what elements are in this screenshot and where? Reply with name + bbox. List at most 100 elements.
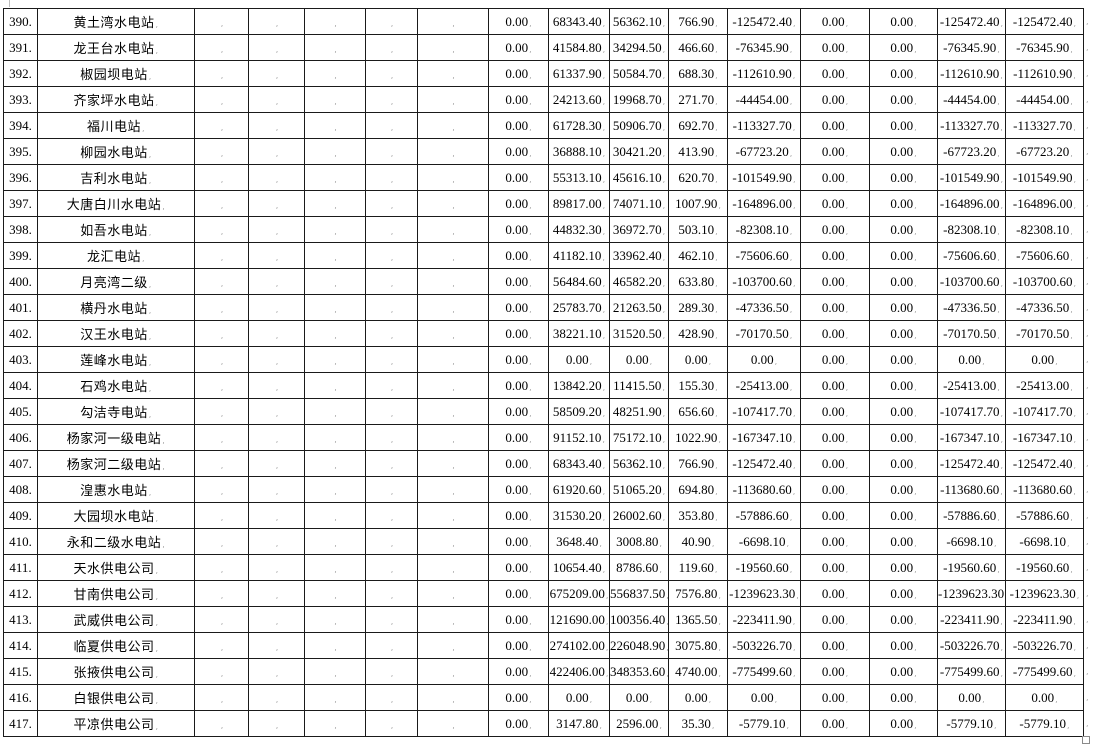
value-cell[interactable]: 3648.40, — [548, 528, 610, 555]
empty-cell[interactable]: , — [194, 138, 249, 165]
empty-cell[interactable]: , — [365, 424, 418, 451]
empty-cell[interactable]: , — [194, 216, 249, 243]
value-cell[interactable]: -107417.70, — [937, 398, 1006, 425]
value-cell[interactable]: 692.70, — [668, 112, 728, 139]
value-cell[interactable]: 68343.40, — [548, 450, 610, 477]
value-cell[interactable]: -44454.00, — [1005, 86, 1084, 113]
empty-cell[interactable]: , — [417, 684, 489, 711]
empty-cell[interactable]: , — [417, 216, 489, 243]
station-name-cell[interactable]: 大唐白川水电站, — [37, 190, 195, 217]
value-cell[interactable]: -70170.50, — [1005, 320, 1084, 347]
value-cell[interactable]: 428.90, — [668, 320, 728, 347]
value-cell[interactable]: 0.00, — [488, 34, 549, 61]
value-cell[interactable]: 0.00, — [488, 372, 549, 399]
row-number-cell[interactable]: 405. — [3, 398, 38, 425]
value-cell[interactable]: 0.00, — [800, 242, 870, 269]
value-cell[interactable]: 0.00, — [800, 112, 870, 139]
empty-cell[interactable]: , — [248, 216, 305, 243]
empty-cell[interactable]: , — [248, 398, 305, 425]
value-cell[interactable]: 0.00, — [869, 580, 938, 607]
empty-cell[interactable]: , — [365, 372, 418, 399]
empty-cell[interactable]: , — [365, 580, 418, 607]
empty-cell[interactable]: , — [194, 528, 249, 555]
value-cell[interactable]: -103700.60, — [727, 268, 801, 295]
value-cell[interactable]: 31520.50, — [609, 320, 669, 347]
empty-cell[interactable]: , — [365, 294, 418, 321]
value-cell[interactable]: 0.00, — [800, 502, 870, 529]
empty-cell[interactable]: , — [248, 632, 305, 659]
value-cell[interactable]: 10654.40, — [548, 554, 610, 581]
empty-cell[interactable]: , — [304, 658, 366, 685]
empty-cell[interactable]: , — [365, 112, 418, 139]
empty-cell[interactable]: , — [194, 112, 249, 139]
value-cell[interactable]: 0.00, — [800, 684, 870, 711]
value-cell[interactable]: -6698.10, — [1005, 528, 1084, 555]
station-name-cell[interactable]: 张掖供电公司, — [37, 658, 195, 685]
value-cell[interactable]: -75606.60, — [1005, 242, 1084, 269]
value-cell[interactable]: -113327.70, — [1005, 112, 1084, 139]
value-cell[interactable]: 0.00, — [869, 268, 938, 295]
empty-cell[interactable]: , — [417, 138, 489, 165]
value-cell[interactable]: -503226.70, — [937, 632, 1006, 659]
value-cell[interactable]: 0.00, — [727, 346, 801, 373]
empty-cell[interactable]: , — [417, 346, 489, 373]
empty-cell[interactable]: , — [365, 502, 418, 529]
value-cell[interactable]: 0.00, — [488, 528, 549, 555]
value-cell[interactable]: -112610.90, — [727, 60, 801, 87]
value-cell[interactable]: 0.00, — [800, 450, 870, 477]
empty-cell[interactable]: , — [304, 554, 366, 581]
empty-cell[interactable]: , — [365, 528, 418, 555]
station-name-cell[interactable]: 龙汇电站, — [37, 242, 195, 269]
value-cell[interactable]: 413.90, — [668, 138, 728, 165]
value-cell[interactable]: 0.00, — [800, 86, 870, 113]
value-cell[interactable]: 0.00, — [1005, 346, 1084, 373]
empty-cell[interactable]: , — [304, 424, 366, 451]
value-cell[interactable]: 36888.10, — [548, 138, 610, 165]
value-cell[interactable]: -113327.70, — [727, 112, 801, 139]
value-cell[interactable]: 0.00, — [869, 684, 938, 711]
value-cell[interactable]: 0.00, — [488, 60, 549, 87]
empty-cell[interactable]: , — [365, 268, 418, 295]
value-cell[interactable]: 0.00, — [488, 606, 549, 633]
empty-cell[interactable]: , — [194, 398, 249, 425]
empty-cell[interactable]: , — [365, 554, 418, 581]
value-cell[interactable]: 353.80, — [668, 502, 728, 529]
value-cell[interactable]: 0.00, — [800, 8, 870, 35]
empty-cell[interactable]: , — [304, 138, 366, 165]
value-cell[interactable]: 0.00, — [869, 294, 938, 321]
empty-cell[interactable]: , — [248, 112, 305, 139]
station-name-cell[interactable]: 龙王台水电站, — [37, 34, 195, 61]
value-cell[interactable]: 0.00, — [869, 216, 938, 243]
station-name-cell[interactable]: 如吾水电站, — [37, 216, 195, 243]
station-name-cell[interactable]: 椒园坝电站, — [37, 60, 195, 87]
empty-cell[interactable]: , — [365, 8, 418, 35]
empty-cell[interactable]: , — [248, 372, 305, 399]
empty-cell[interactable]: , — [248, 710, 305, 737]
value-cell[interactable]: 0.00, — [869, 34, 938, 61]
value-cell[interactable]: -101549.90, — [937, 164, 1006, 191]
value-cell[interactable]: 656.60, — [668, 398, 728, 425]
value-cell[interactable]: 51065.20, — [609, 476, 669, 503]
value-cell[interactable]: 56362.10, — [609, 8, 669, 35]
value-cell[interactable]: 36972.70, — [609, 216, 669, 243]
empty-cell[interactable]: , — [365, 606, 418, 633]
value-cell[interactable]: -107417.70, — [1005, 398, 1084, 425]
empty-cell[interactable]: , — [194, 502, 249, 529]
empty-cell[interactable]: , — [248, 606, 305, 633]
value-cell[interactable]: 0.00, — [609, 346, 669, 373]
empty-cell[interactable]: , — [248, 424, 305, 451]
empty-cell[interactable]: , — [304, 268, 366, 295]
empty-cell[interactable]: , — [248, 60, 305, 87]
value-cell[interactable]: 0.00, — [668, 346, 728, 373]
value-cell[interactable]: 0.00, — [488, 190, 549, 217]
value-cell[interactable]: -47336.50, — [727, 294, 801, 321]
value-cell[interactable]: 0.00, — [488, 8, 549, 35]
value-cell[interactable]: -775499.60, — [727, 658, 801, 685]
empty-cell[interactable]: , — [365, 450, 418, 477]
value-cell[interactable]: 3075.80, — [668, 632, 728, 659]
value-cell[interactable]: 11415.50, — [609, 372, 669, 399]
station-name-cell[interactable]: 甘南供电公司, — [37, 580, 195, 607]
value-cell[interactable]: 0.00, — [800, 580, 870, 607]
empty-cell[interactable]: , — [365, 34, 418, 61]
value-cell[interactable]: -112610.90, — [937, 60, 1006, 87]
